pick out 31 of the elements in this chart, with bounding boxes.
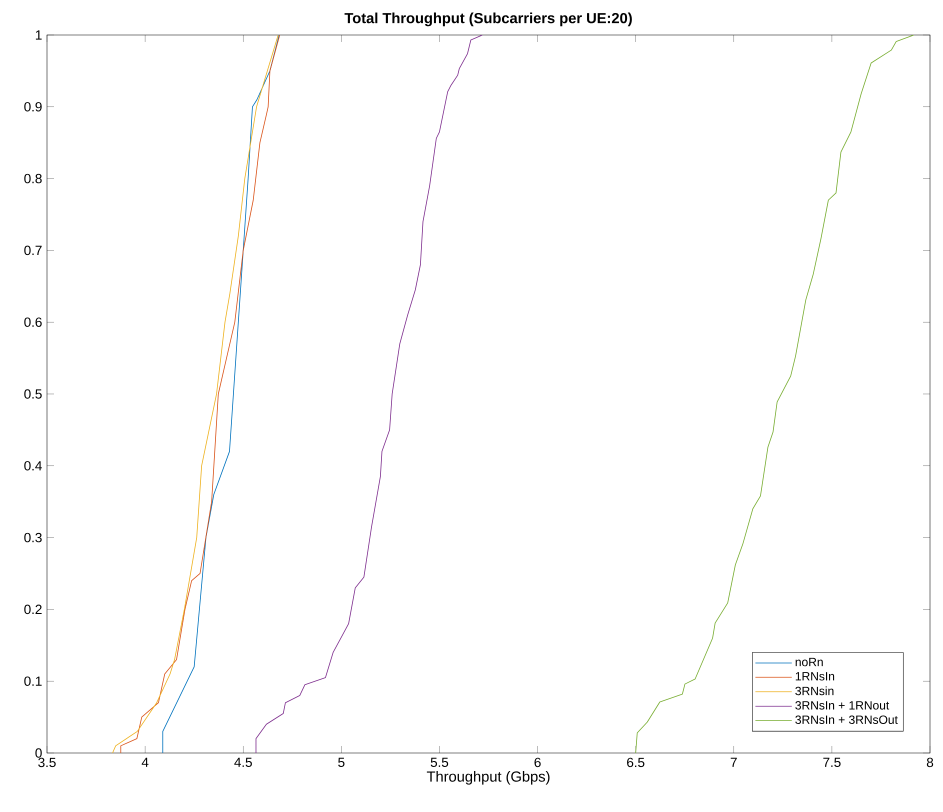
x-tick-label: 4 [142, 758, 148, 767]
legend-label: noRn [796, 658, 823, 666]
y-tick-label: 0.5 [24, 389, 42, 399]
line-series [256, 34, 483, 753]
y-tick-label: 0.8 [24, 174, 42, 184]
y-tick-label: 0.1 [24, 676, 42, 686]
x-tick-label: 6 [534, 758, 541, 768]
chart-title: Total Throughput (Subcarriers per UE:20) [344, 12, 632, 26]
y-tick-label: 0.6 [24, 317, 42, 327]
x-tick-label: 3.5 [38, 758, 56, 768]
legend-label: 3RNsIn + 1RNout [795, 701, 890, 710]
y-tick-label: 0.9 [24, 102, 42, 112]
y-tick-label: 0.4 [24, 461, 42, 470]
x-tick-label: 5.5 [430, 758, 448, 767]
x-tick-label: 7 [730, 758, 737, 767]
x-tick-label: 7.5 [823, 758, 841, 767]
x-axis-title: Throughput (Gbps) [426, 770, 550, 785]
y-tick-label: 0.3 [24, 532, 42, 542]
y-tick-label: 0 [35, 748, 42, 758]
x-tick-label: 5 [338, 758, 344, 767]
y-tick-label: 0.7 [24, 246, 42, 256]
legend-label: 1RNsIn [796, 672, 834, 681]
legend-label: 3RNsIn + 3RNsOut [795, 715, 898, 724]
x-tick-label: 8 [926, 758, 934, 768]
y-tick-label: 1 [36, 30, 42, 40]
line-series [162, 34, 280, 753]
line-series [635, 34, 914, 753]
legend-label: 3RNsin [795, 686, 834, 696]
y-tick-label: 0.2 [24, 604, 42, 614]
x-tick-label: 6.5 [627, 758, 644, 768]
x-tick-label: 4.5 [234, 758, 252, 767]
